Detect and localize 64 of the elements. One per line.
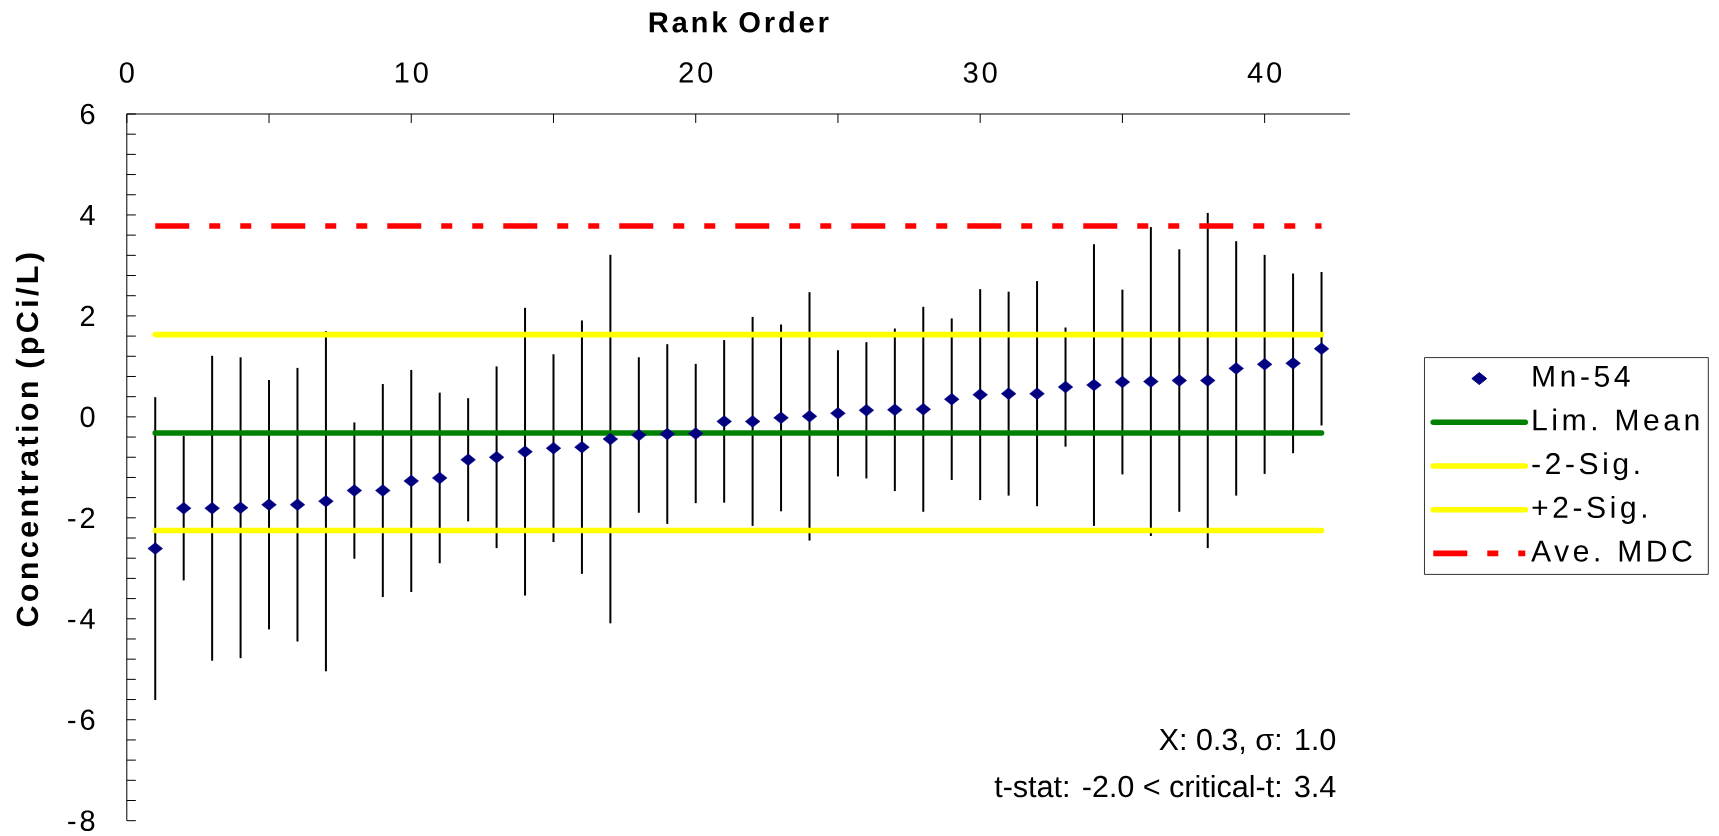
point xyxy=(716,415,732,428)
point xyxy=(204,502,220,515)
y-tick-label: 4 xyxy=(80,204,95,225)
point xyxy=(1257,358,1273,371)
point xyxy=(147,542,163,555)
point xyxy=(1285,357,1301,370)
point xyxy=(887,403,903,416)
y-axis-title: Concentration (pCi/L) xyxy=(15,253,45,627)
y-tick-label: -2 xyxy=(68,507,95,528)
point xyxy=(1086,378,1102,392)
point xyxy=(659,427,675,441)
legend-label: +2-Sig. xyxy=(1532,495,1646,524)
point xyxy=(488,451,505,464)
point xyxy=(545,441,562,455)
point xyxy=(574,440,590,454)
point xyxy=(773,411,789,425)
point xyxy=(858,404,875,417)
point xyxy=(261,498,277,511)
y-tick-label: -8 xyxy=(68,810,95,831)
annotation: X: 0.3, σ: 1.0 xyxy=(1159,728,1336,754)
y-tick-label: 2 xyxy=(80,305,95,327)
x-tick-label: 30 xyxy=(963,62,997,83)
point xyxy=(232,501,249,514)
point xyxy=(1228,362,1244,375)
point xyxy=(517,445,533,458)
point xyxy=(1029,387,1045,400)
x-tick-label: 10 xyxy=(395,62,428,83)
point xyxy=(346,484,362,497)
point xyxy=(318,494,334,508)
point xyxy=(1171,374,1187,387)
x-tick-label: 40 xyxy=(1247,62,1282,83)
point xyxy=(1200,374,1216,387)
point xyxy=(1114,375,1131,389)
y-tick-label: -6 xyxy=(68,709,95,731)
point xyxy=(1313,342,1330,355)
point xyxy=(375,484,391,497)
x-tick-label: 0 xyxy=(119,62,134,83)
point xyxy=(1057,380,1074,394)
point xyxy=(830,407,846,420)
y-tick-label: 0 xyxy=(80,406,95,428)
legend-label: -2-Sig. xyxy=(1532,452,1639,481)
point xyxy=(432,471,448,485)
point xyxy=(944,393,960,406)
point xyxy=(460,453,476,466)
point xyxy=(915,403,931,416)
point xyxy=(972,388,988,401)
point xyxy=(744,415,761,428)
point xyxy=(688,427,704,440)
point xyxy=(801,410,818,423)
legend-label: Mn-54 xyxy=(1533,365,1630,387)
point xyxy=(403,474,419,488)
legend-label: Lim. Mean xyxy=(1533,408,1699,431)
point xyxy=(631,428,647,442)
x-axis-title: Rank Order xyxy=(649,11,829,33)
legend-label: Ave. MDC xyxy=(1531,540,1692,562)
point xyxy=(176,502,192,515)
point xyxy=(602,432,618,446)
y-tick-label: 6 xyxy=(80,103,95,125)
y-tick-label: -4 xyxy=(68,608,95,629)
point xyxy=(289,498,306,511)
point xyxy=(1001,387,1017,400)
annotation: t-stat: -2.0 < critical-t: 3.4 xyxy=(994,774,1336,798)
x-tick-label: 20 xyxy=(679,62,713,83)
point xyxy=(1143,375,1159,388)
